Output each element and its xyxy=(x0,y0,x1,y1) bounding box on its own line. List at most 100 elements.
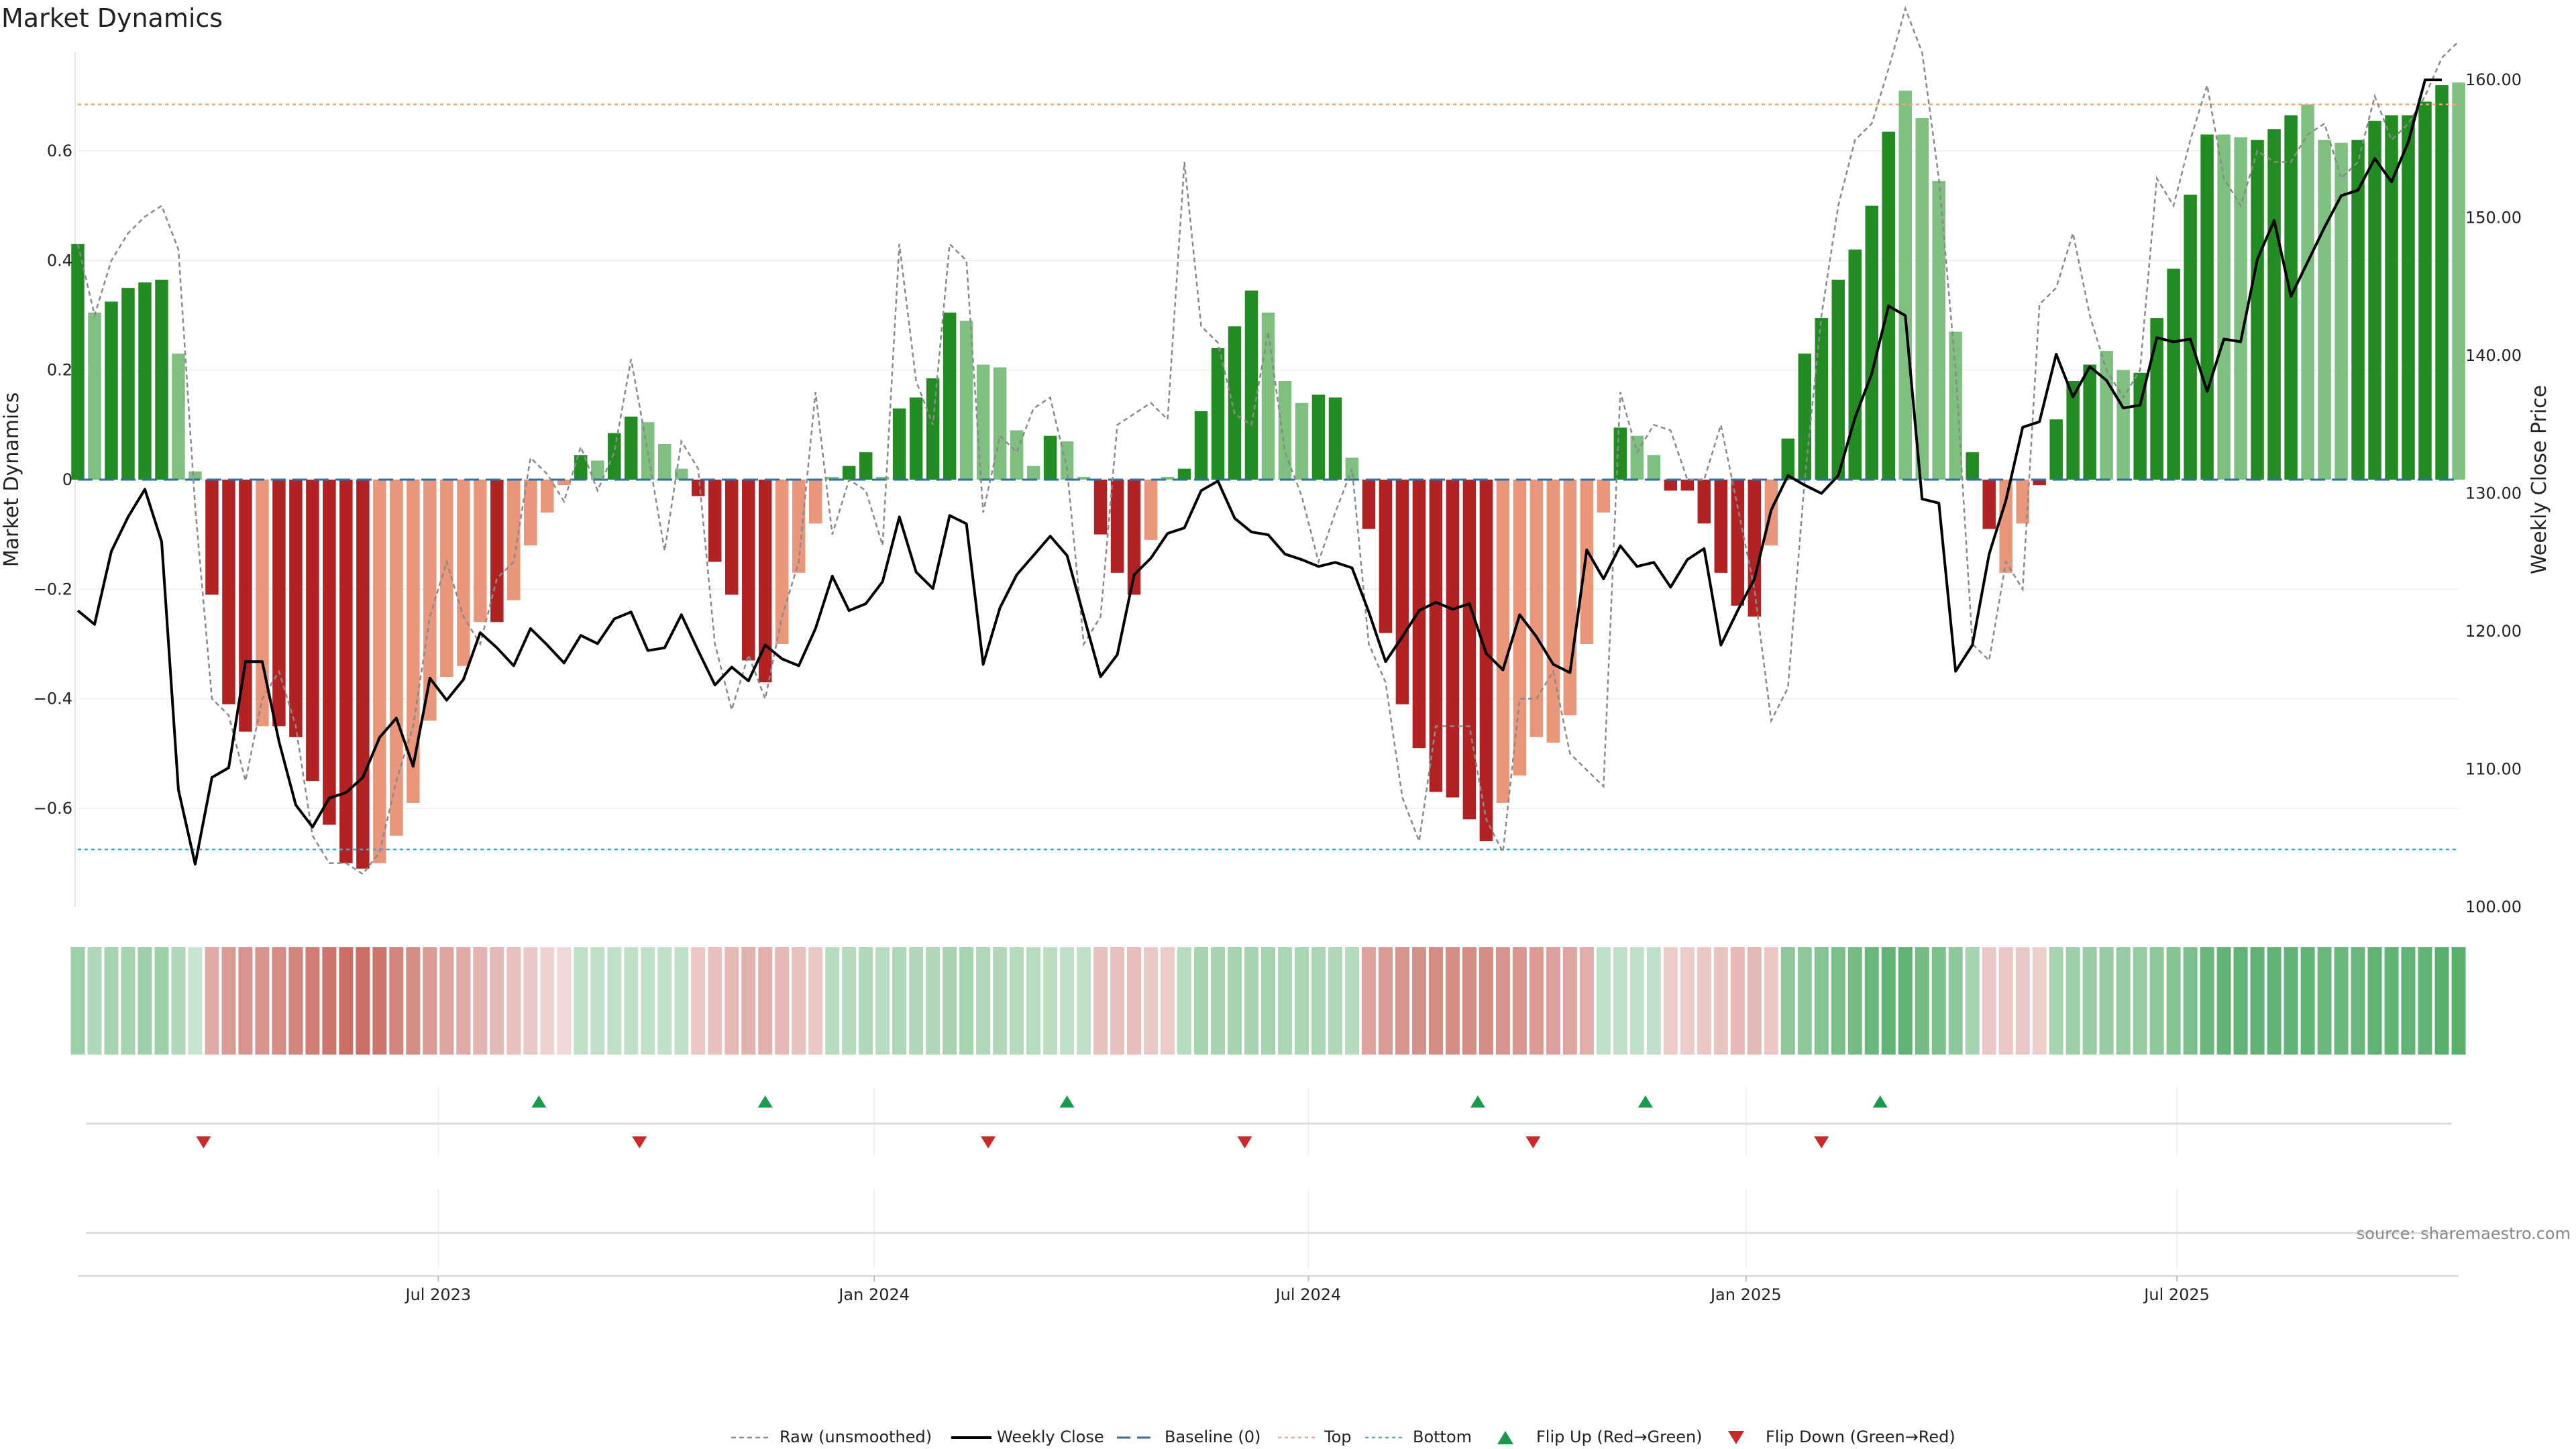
bar xyxy=(88,312,101,480)
bar xyxy=(2217,134,2231,480)
y-tick-label: 0 xyxy=(62,470,72,489)
bar xyxy=(909,397,923,480)
bar xyxy=(943,312,957,480)
heatmap-cell xyxy=(1898,947,1913,1055)
bar xyxy=(2418,101,2432,480)
y2-tick-label: 150.00 xyxy=(2465,209,2522,227)
y2-tick-label: 100.00 xyxy=(2465,898,2522,916)
heatmap-cell xyxy=(1077,947,1091,1055)
heatmap-cell xyxy=(456,947,471,1055)
heatmap-cell xyxy=(741,947,756,1055)
bar xyxy=(2066,381,2080,480)
bar xyxy=(993,367,1007,480)
heatmap-cell xyxy=(1244,947,1259,1055)
bar xyxy=(1043,435,1057,480)
heatmap-cell xyxy=(590,947,605,1055)
heatmap-cell xyxy=(356,947,370,1055)
flip-down-marker xyxy=(632,1136,647,1148)
bar xyxy=(222,480,235,704)
bar xyxy=(892,408,906,480)
heatmap-cell xyxy=(1780,947,1795,1055)
heatmap-cell xyxy=(959,947,974,1055)
bar xyxy=(2200,134,2214,480)
heatmap-cell xyxy=(439,947,454,1055)
bar xyxy=(1798,354,1812,480)
bar xyxy=(1362,480,1376,529)
heatmap-cell xyxy=(1965,947,1980,1055)
bar xyxy=(2234,137,2247,480)
bar xyxy=(440,480,453,677)
bar xyxy=(2100,351,2113,480)
bar xyxy=(155,279,168,480)
heatmap-cell xyxy=(993,947,1008,1055)
legend-label-flip-up: Flip Up (Red→Green) xyxy=(1536,1428,1703,1446)
bar xyxy=(1597,480,1611,513)
heatmap-cell xyxy=(1328,947,1342,1055)
bar xyxy=(1529,480,1544,737)
heatmap-cell xyxy=(1663,947,1678,1055)
bar xyxy=(825,476,839,480)
bar xyxy=(859,452,873,480)
bar xyxy=(2351,140,2365,480)
heatmap-cell xyxy=(1579,947,1594,1055)
heatmap-cell xyxy=(1831,947,1845,1055)
bar xyxy=(1093,480,1108,535)
bar xyxy=(71,244,85,480)
bar xyxy=(1161,476,1175,480)
heatmap-cell xyxy=(1881,947,1896,1055)
bar xyxy=(875,476,890,480)
bar xyxy=(591,460,604,480)
bar xyxy=(541,480,554,513)
bar xyxy=(507,480,521,600)
bar xyxy=(1982,480,1996,529)
heatmap-cell xyxy=(2099,947,2114,1055)
heatmap-cell xyxy=(943,947,957,1055)
bar xyxy=(272,480,286,727)
heatmap-cell xyxy=(2284,947,2298,1055)
flip-down-marker xyxy=(1814,1136,1829,1148)
heatmap-cell xyxy=(1294,947,1309,1055)
heatmap-cell xyxy=(1613,947,1627,1055)
heatmap-cell xyxy=(624,947,639,1055)
heatmap-cell xyxy=(2317,947,2332,1055)
bar xyxy=(2435,85,2449,480)
bar xyxy=(1647,455,1661,480)
bar xyxy=(2318,140,2331,480)
heatmap-cell xyxy=(2384,947,2399,1055)
bar xyxy=(741,480,755,661)
legend-swatch-flip-up xyxy=(1497,1431,1513,1444)
y-tick-label: 0.2 xyxy=(47,361,72,380)
bar xyxy=(2301,104,2314,480)
heatmap-cell xyxy=(976,947,991,1055)
heatmap-cell xyxy=(1713,947,1728,1055)
bar xyxy=(1144,480,1158,540)
bar xyxy=(775,480,789,644)
heatmap-cell xyxy=(1261,947,1275,1055)
flip-down-marker xyxy=(981,1136,996,1148)
heatmap-cell xyxy=(1211,947,1226,1055)
bar xyxy=(1278,381,1292,480)
bar xyxy=(2184,195,2197,480)
heatmap-cell xyxy=(372,947,387,1055)
heatmap-cell xyxy=(87,947,102,1055)
heatmap-cell xyxy=(1998,947,2013,1055)
bar xyxy=(1563,480,1577,716)
flip-up-marker xyxy=(1638,1095,1653,1108)
flip-up-marker xyxy=(1059,1095,1075,1108)
bar xyxy=(1781,438,1795,480)
heatmap-cell xyxy=(1445,947,1460,1055)
heatmap-cell xyxy=(2183,947,2198,1055)
y-axis-left: −0.6 −0.4 −0.2 0 0.2 0.4 0.6 xyxy=(34,142,72,818)
y2-tick-label: 140.00 xyxy=(2465,346,2522,365)
bar xyxy=(1127,480,1141,595)
heatmap-cell xyxy=(2216,947,2231,1055)
bar xyxy=(2334,142,2348,480)
bar xyxy=(1311,394,1326,480)
heatmap-cell xyxy=(1864,947,1879,1055)
bar xyxy=(674,468,688,480)
bar xyxy=(1412,480,1426,749)
heatmap-cell xyxy=(825,947,840,1055)
bar xyxy=(1664,480,1678,491)
bar xyxy=(1026,466,1040,480)
bar xyxy=(1580,480,1594,644)
